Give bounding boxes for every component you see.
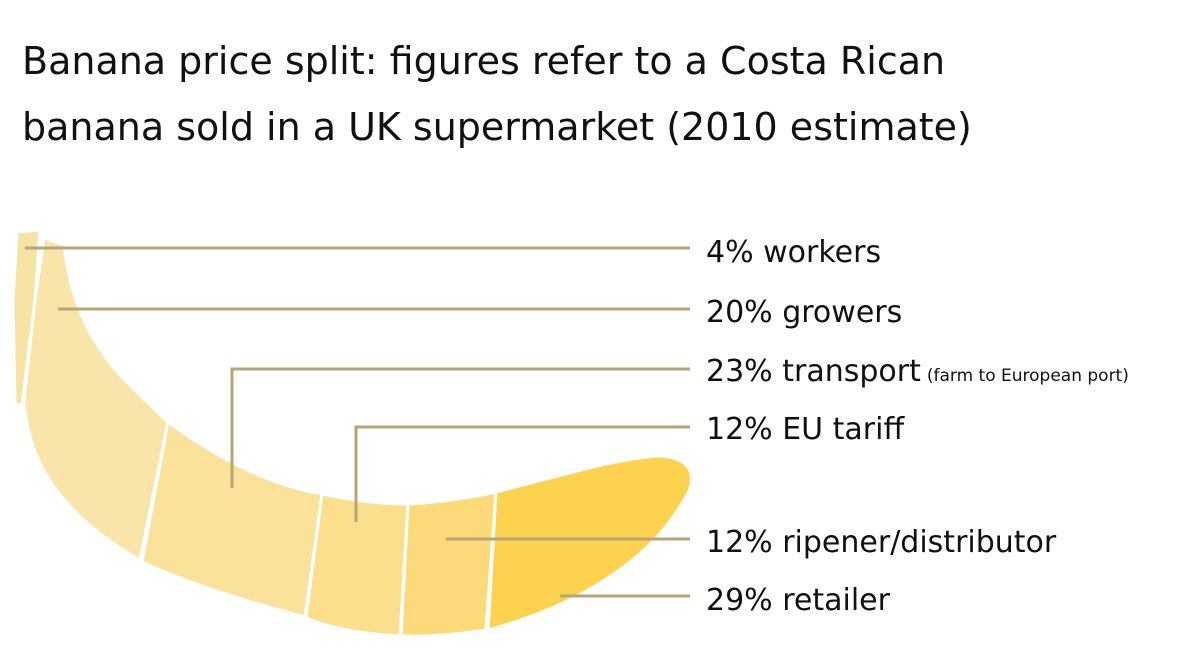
label-transport: 23% transport (farm to European port) bbox=[706, 354, 1129, 389]
label-transport-note: (farm to European port) bbox=[927, 366, 1129, 386]
segment-ripener bbox=[399, 490, 498, 638]
label-retailer: 29% retailer bbox=[706, 583, 891, 618]
leader-line-eu-tariff bbox=[354, 425, 690, 522]
title-line-1: Banana price split: figures refer to a C… bbox=[22, 39, 946, 83]
banana-shape bbox=[11, 228, 693, 638]
label-eu-tariff: 12% EU tariff bbox=[706, 412, 905, 447]
segment-growers bbox=[22, 235, 170, 563]
label-ripener: 12% ripener/distributor bbox=[706, 525, 1057, 560]
label-workers: 4% workers bbox=[706, 235, 881, 270]
chart-title: Banana price split: figures refer to a C… bbox=[22, 28, 1182, 160]
leader-lines bbox=[25, 246, 690, 598]
segment-workers bbox=[11, 228, 42, 407]
title-line-2: banana sold in a UK supermarket (2010 es… bbox=[22, 105, 972, 149]
leader-line-transport bbox=[230, 367, 690, 488]
segment-labels: 4% workers 20% growers 23% transport (far… bbox=[706, 235, 1129, 618]
label-growers: 20% growers bbox=[706, 295, 902, 330]
segment-retailer bbox=[486, 454, 693, 632]
